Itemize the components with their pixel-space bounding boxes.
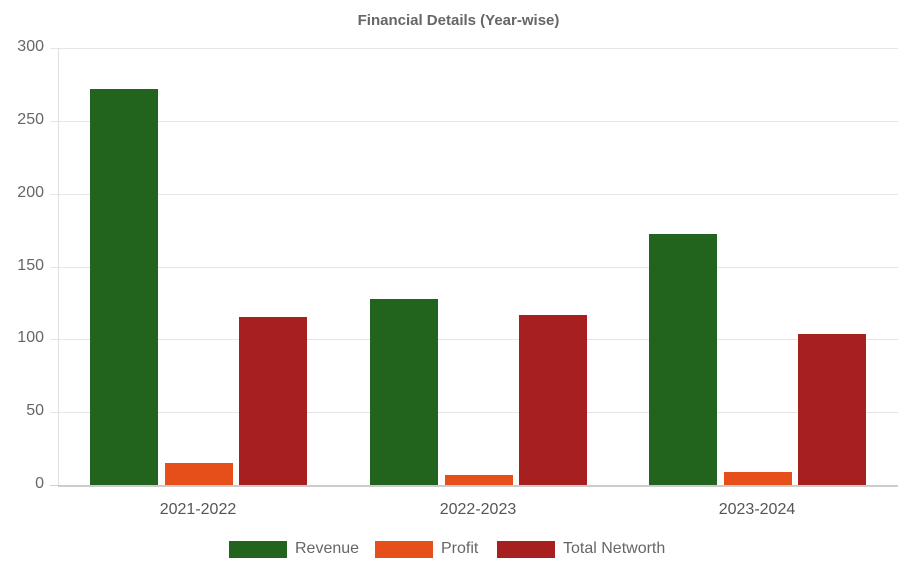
legend-item-revenue[interactable]: Revenue xyxy=(229,538,359,560)
gridline xyxy=(50,339,898,340)
legend-swatch-total-networth xyxy=(497,540,555,558)
legend-item-profit[interactable]: Profit xyxy=(375,538,478,560)
gridline xyxy=(50,194,898,195)
y-tick-label: 200 xyxy=(17,184,44,201)
y-tick-label: 300 xyxy=(17,38,44,55)
x-axis-line xyxy=(58,485,898,487)
legend-label-profit: Profit xyxy=(441,540,479,557)
legend-item-total-networth[interactable]: Total Networth xyxy=(497,538,665,560)
legend-label-revenue: Revenue xyxy=(295,540,360,557)
x-tick-label: 2023-2024 xyxy=(718,501,796,518)
gridline xyxy=(50,412,898,413)
y-tick-label: 250 xyxy=(17,111,44,128)
y-tick-label: 100 xyxy=(17,329,44,346)
bar-profit-2022-2023[interactable] xyxy=(445,475,513,485)
legend: Revenue Profit Total Networth xyxy=(0,538,917,560)
x-tick-label: 2022-2023 xyxy=(439,501,517,518)
bar-total-networth-2021-2022[interactable] xyxy=(239,317,307,485)
bar-total-networth-2023-2024[interactable] xyxy=(798,334,866,485)
gridline xyxy=(50,267,898,268)
bar-total-networth-2022-2023[interactable] xyxy=(519,315,587,485)
y-tick-mark xyxy=(50,485,58,486)
bar-revenue-2022-2023[interactable] xyxy=(370,299,438,485)
bar-revenue-2023-2024[interactable] xyxy=(649,234,717,485)
y-tick-label: 150 xyxy=(17,257,44,274)
x-tick-label: 2021-2022 xyxy=(159,501,237,518)
y-axis-line xyxy=(58,48,59,486)
gridline xyxy=(50,121,898,122)
bar-profit-2023-2024[interactable] xyxy=(724,472,792,485)
chart-title: Financial Details (Year-wise) xyxy=(357,12,560,29)
y-tick-label: 0 xyxy=(35,475,44,492)
legend-label-total-networth: Total Networth xyxy=(563,540,666,557)
gridline xyxy=(50,48,898,49)
legend-swatch-profit xyxy=(375,540,433,558)
bar-revenue-2021-2022[interactable] xyxy=(90,89,158,485)
bar-profit-2021-2022[interactable] xyxy=(165,463,233,485)
y-tick-label: 50 xyxy=(26,402,44,419)
legend-swatch-revenue xyxy=(229,540,287,558)
